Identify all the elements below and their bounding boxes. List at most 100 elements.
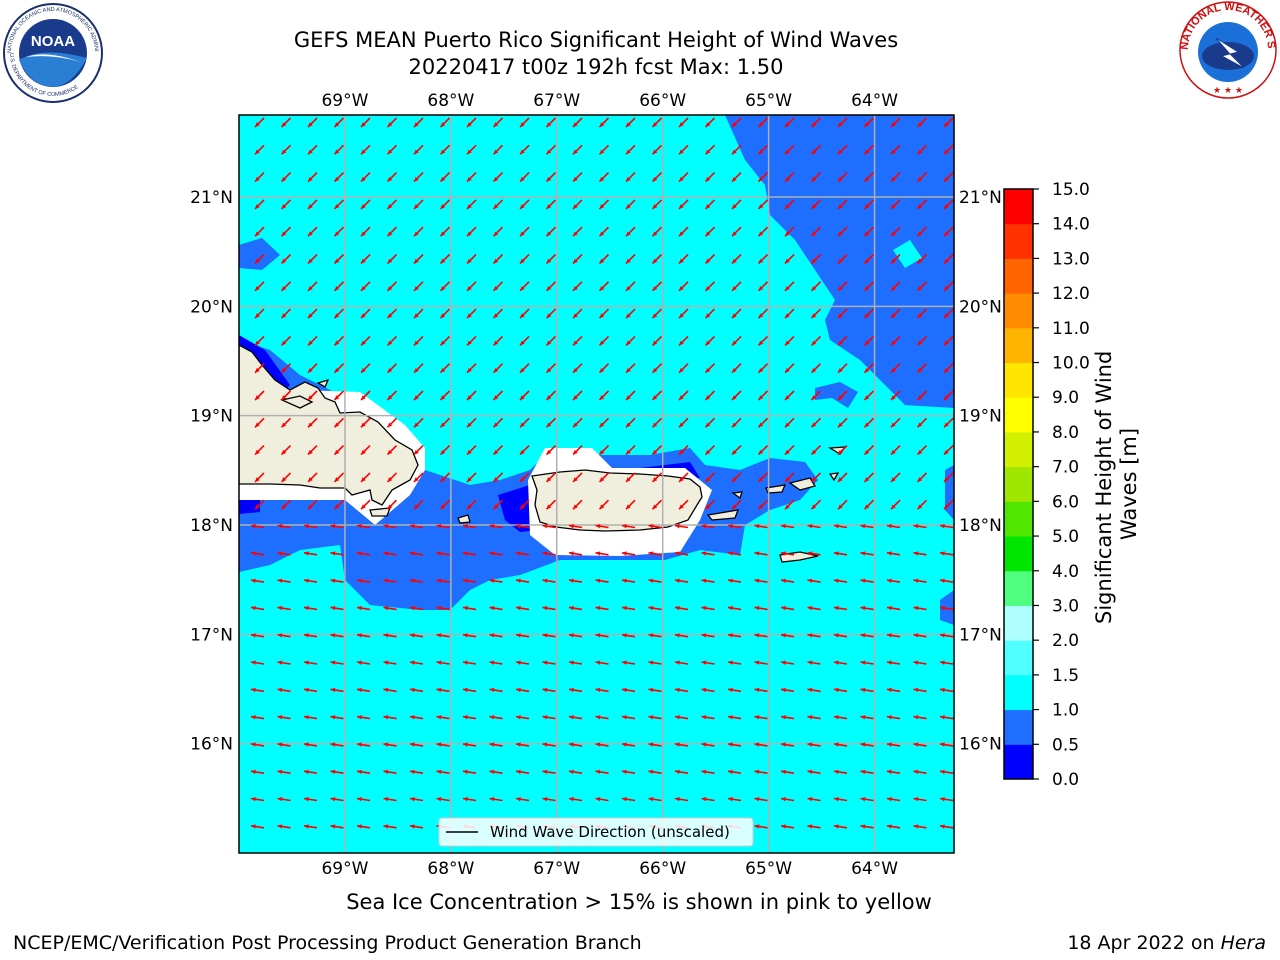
- wind-arrow: [701, 633, 715, 638]
- wind-arrow: [757, 172, 769, 183]
- wind-arrow: [303, 578, 318, 583]
- wind-arrow: [890, 117, 901, 128]
- lon-tick-label-bottom: 64°W: [851, 859, 898, 879]
- wind-arrow: [519, 445, 530, 456]
- wind-arrow: [701, 742, 715, 747]
- wind-arrow: [837, 472, 848, 483]
- wind-arrow: [462, 633, 477, 638]
- wind-arrow: [436, 742, 450, 747]
- wind-arrow: [307, 390, 318, 401]
- wind-arrow: [648, 660, 662, 665]
- wind-arrow: [860, 660, 874, 665]
- wind-arrow: [333, 281, 345, 292]
- lat-tick-label-left: 16°N: [190, 735, 233, 755]
- wind-arrow: [837, 308, 848, 319]
- wind-arrow: [489, 687, 503, 693]
- wind-arrow: [621, 687, 636, 693]
- wind-arrow: [330, 742, 344, 747]
- wind-arrow: [886, 551, 901, 556]
- wind-arrow: [810, 499, 822, 510]
- colorbar-tick-label: 9.0: [1052, 388, 1079, 408]
- wind-arrow: [598, 499, 610, 510]
- wind-arrow: [383, 715, 397, 720]
- wind-arrow: [409, 797, 424, 802]
- colorbar-segment: [1004, 258, 1033, 294]
- wind-arrow: [754, 769, 768, 775]
- wind-arrow: [598, 226, 610, 237]
- colorbar-segment: [1004, 293, 1033, 329]
- lat-tick-label-left: 20°N: [190, 297, 233, 317]
- wind-arrow: [462, 687, 477, 693]
- wind-arrow: [807, 633, 821, 638]
- wind-arrow: [810, 144, 822, 155]
- colorbar-segment: [1004, 536, 1033, 572]
- wind-arrow: [303, 715, 318, 720]
- colorbar-segment: [1004, 501, 1033, 537]
- wind-arrow: [303, 660, 318, 665]
- wind-arrow: [386, 390, 398, 401]
- wind-arrow: [757, 117, 769, 128]
- wind-arrow: [863, 335, 875, 346]
- wind-arrow: [595, 551, 609, 556]
- wind-arrow: [678, 308, 689, 319]
- wind-arrow: [466, 308, 477, 319]
- wind-arrow: [466, 499, 477, 510]
- wind-arrow: [837, 281, 848, 292]
- colorbar-tick-label: 11.0: [1052, 319, 1090, 339]
- wind-arrow: [598, 417, 610, 428]
- wind-arrow: [784, 117, 795, 128]
- wind-arrow: [330, 605, 344, 611]
- wind-arrow: [598, 144, 610, 155]
- wind-arrow: [890, 308, 901, 319]
- wind-arrow: [330, 797, 344, 802]
- wind-arrow: [886, 633, 901, 638]
- wind-arrow: [383, 605, 397, 611]
- wind-arrow: [303, 769, 318, 775]
- wind-arrow: [307, 308, 318, 319]
- wind-arrow: [621, 715, 636, 720]
- wind-arrow: [913, 551, 927, 556]
- wind-arrow: [572, 281, 583, 292]
- wind-arrow: [466, 144, 477, 155]
- wind-arrow: [727, 660, 742, 665]
- wind-arrow: [780, 524, 795, 529]
- wind-arrow: [439, 335, 451, 346]
- wind-arrow: [784, 308, 795, 319]
- footer-date-text: 18 Apr 2022 on: [1067, 932, 1221, 954]
- wind-arrow: [648, 633, 662, 638]
- wind-arrow: [413, 172, 424, 183]
- lat-tick-label-right: 18°N: [959, 516, 1002, 536]
- wind-arrow: [466, 253, 477, 265]
- wind-arrow: [863, 253, 875, 265]
- wind-arrow: [833, 660, 848, 665]
- wind-arrow: [277, 660, 291, 665]
- wind-arrow: [648, 524, 662, 529]
- wind-arrow: [678, 472, 689, 483]
- wind-arrow: [780, 797, 795, 802]
- wind-arrow: [280, 390, 292, 401]
- wind-arrow: [462, 660, 477, 665]
- wind-arrow: [727, 742, 742, 747]
- wind-arrow: [439, 172, 451, 183]
- wind-arrow: [890, 226, 901, 237]
- wind-arrow: [383, 660, 397, 665]
- wind-arrow: [784, 390, 795, 401]
- wind-arrow: [303, 605, 318, 611]
- wind-arrow: [489, 551, 503, 556]
- wind-arrow: [648, 551, 662, 556]
- wind-arrow: [466, 117, 477, 128]
- wind-arrow: [678, 199, 689, 210]
- wind-arrow: [648, 797, 662, 802]
- wind-arrow: [757, 390, 769, 401]
- wind-arrow: [621, 797, 636, 802]
- wind-arrow: [277, 578, 291, 583]
- lat-tick-label-right: 16°N: [959, 735, 1002, 755]
- wind-arrow: [784, 363, 795, 374]
- wind-arrow: [731, 226, 742, 237]
- wind-arrow: [916, 499, 928, 510]
- wind-arrow: [303, 687, 318, 693]
- wind-arrow: [303, 797, 318, 802]
- wind-arrow: [648, 605, 662, 611]
- wind-arrow: [784, 253, 795, 265]
- wind-arrow: [254, 390, 265, 401]
